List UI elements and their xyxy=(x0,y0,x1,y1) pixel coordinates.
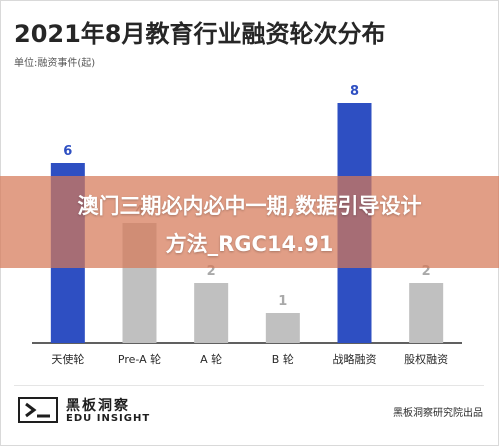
x-tick-label-0: 天使轮 xyxy=(51,352,84,366)
bar-value-label-5: 2 xyxy=(422,264,431,279)
bar-value-label-4: 8 xyxy=(350,84,359,99)
brand-name-en: EDU INSIGHT xyxy=(66,413,151,424)
bar-value-label-0: 6 xyxy=(63,144,72,159)
chart-title: 2021年8月教育行业融资轮次分布 xyxy=(14,20,386,48)
bar-3 xyxy=(265,313,300,343)
watermark-overlay xyxy=(0,176,499,268)
x-tick-label-5: 股权融资 xyxy=(404,353,448,366)
unit-label: 单位:融资事件(起) xyxy=(14,58,96,69)
x-tick-label-1: Pre-A 轮 xyxy=(118,352,161,366)
bar-2 xyxy=(194,283,229,343)
bar-value-label-3: 1 xyxy=(278,294,287,309)
source-credit: 黑板洞察研究院出品 xyxy=(393,408,483,419)
brand-name-cn: 黑板洞察 xyxy=(66,398,130,414)
x-tick-label-2: A 轮 xyxy=(200,352,222,366)
bar-value-label-2: 2 xyxy=(207,264,216,279)
bar-5 xyxy=(409,283,444,343)
x-tick-label-4: 战略融资 xyxy=(333,352,377,366)
edu-insight-logo-icon xyxy=(18,397,58,423)
watermark-line-2: 方法_RGC14.91 xyxy=(165,232,334,256)
x-tick-label-3: B 轮 xyxy=(272,352,294,366)
footer-divider xyxy=(14,385,484,386)
watermark-line-1: 澳门三期必内必中一期,数据引导设计 xyxy=(77,194,422,218)
